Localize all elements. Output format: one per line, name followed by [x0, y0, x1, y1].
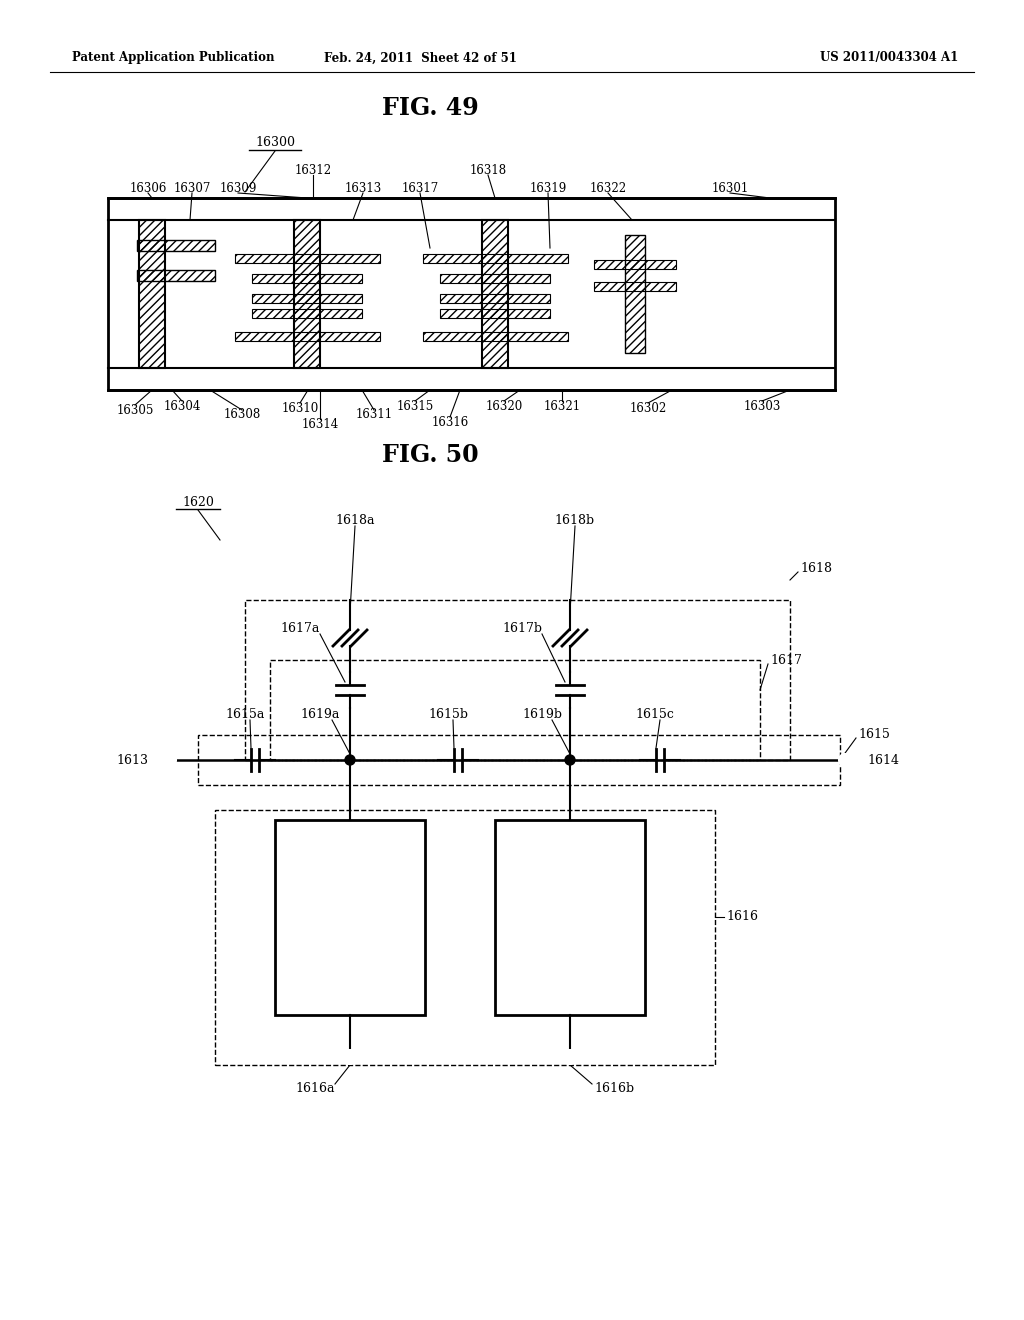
Text: FIG. 50: FIG. 50	[382, 444, 478, 467]
Text: 1615a: 1615a	[225, 708, 264, 721]
Bar	[294, 220, 319, 368]
Text: 16317: 16317	[401, 181, 438, 194]
Bar	[440, 309, 550, 318]
Circle shape	[343, 1049, 357, 1064]
Bar	[252, 275, 362, 282]
Text: 16315: 16315	[396, 400, 433, 412]
Text: 1616: 1616	[726, 911, 758, 924]
Text: 16321: 16321	[544, 400, 581, 412]
Text: 1618b: 1618b	[555, 513, 595, 527]
Text: 1613: 1613	[116, 754, 148, 767]
Bar	[245, 601, 790, 760]
Circle shape	[345, 755, 355, 766]
Bar	[275, 820, 425, 1015]
Text: 1620: 1620	[182, 495, 214, 508]
Bar	[234, 253, 380, 263]
Text: 16319: 16319	[529, 181, 566, 194]
Text: 1617a: 1617a	[281, 622, 319, 635]
Text: FIG. 49: FIG. 49	[382, 96, 478, 120]
Bar	[482, 220, 508, 368]
Text: 16322: 16322	[590, 181, 627, 194]
Text: 16314: 16314	[301, 417, 339, 430]
Text: 1617: 1617	[770, 653, 802, 667]
Text: 16310: 16310	[282, 401, 318, 414]
Text: 16306: 16306	[129, 181, 167, 194]
Text: 16320: 16320	[485, 400, 522, 412]
Text: 1615b: 1615b	[428, 708, 468, 721]
Text: 16312: 16312	[295, 164, 332, 177]
Bar	[440, 294, 550, 304]
Text: US 2011/0043304 A1: US 2011/0043304 A1	[820, 51, 958, 65]
Bar	[137, 271, 215, 281]
Text: Feb. 24, 2011  Sheet 42 of 51: Feb. 24, 2011 Sheet 42 of 51	[324, 51, 516, 65]
Text: 1618a: 1618a	[335, 513, 375, 527]
Text: 1614: 1614	[867, 754, 899, 767]
Text: 16316: 16316	[431, 416, 469, 429]
Text: 1615: 1615	[858, 729, 890, 742]
Bar	[215, 810, 715, 1065]
Text: 16302: 16302	[630, 401, 667, 414]
Bar	[139, 220, 165, 368]
Text: 16318: 16318	[469, 164, 507, 177]
Text: 16300: 16300	[255, 136, 295, 149]
Bar	[234, 333, 380, 341]
Text: 16301: 16301	[712, 181, 749, 194]
Circle shape	[164, 754, 176, 766]
Circle shape	[563, 1049, 577, 1064]
Bar	[108, 368, 835, 389]
Text: 16304: 16304	[163, 400, 201, 412]
Text: 16305: 16305	[117, 404, 154, 417]
Bar	[108, 198, 835, 220]
Text: 1615c: 1615c	[636, 708, 675, 721]
Bar	[137, 240, 215, 251]
Text: 1618: 1618	[800, 561, 831, 574]
Bar	[495, 820, 645, 1015]
Bar	[108, 198, 835, 389]
Bar	[423, 333, 568, 341]
Bar	[594, 260, 676, 269]
Text: 1617b: 1617b	[502, 622, 542, 635]
Text: 1616b: 1616b	[595, 1081, 635, 1094]
Circle shape	[839, 754, 851, 766]
Bar	[423, 253, 568, 263]
Text: 1616a: 1616a	[295, 1081, 335, 1094]
Text: 16309: 16309	[219, 181, 257, 194]
Text: Patent Application Publication: Patent Application Publication	[72, 51, 274, 65]
Bar	[270, 660, 760, 760]
Bar	[198, 735, 840, 785]
Bar	[252, 309, 362, 318]
Text: 16313: 16313	[344, 181, 382, 194]
Bar	[594, 282, 676, 290]
Bar	[625, 235, 645, 352]
Bar	[252, 294, 362, 304]
Text: 16311: 16311	[355, 408, 392, 421]
Bar	[440, 275, 550, 282]
Text: 16308: 16308	[223, 408, 261, 421]
Text: 16307: 16307	[173, 181, 211, 194]
Text: 1619a: 1619a	[300, 708, 340, 721]
Text: 16303: 16303	[743, 400, 780, 412]
Circle shape	[565, 755, 575, 766]
Text: 1619b: 1619b	[522, 708, 562, 721]
